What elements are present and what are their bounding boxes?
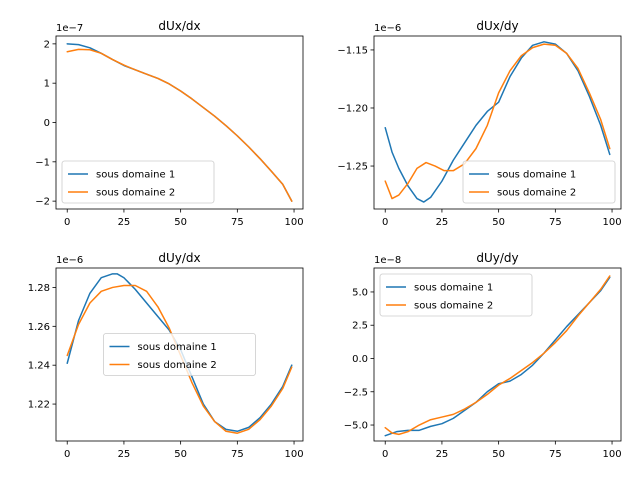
axes-frame xyxy=(373,35,622,210)
y-offset-label: 1e−7 xyxy=(56,23,83,34)
y-tick-label: −2.5 xyxy=(344,387,368,398)
x-tick-label: 0 xyxy=(382,217,388,228)
x-tick-label: 50 xyxy=(492,449,505,460)
x-tick-label: 100 xyxy=(284,217,303,228)
x-tick-label: 25 xyxy=(436,217,449,228)
x-tick-label: 25 xyxy=(118,217,131,228)
legend: sous domaine 1 sous domaine 2 xyxy=(379,273,533,317)
legend-entry: sous domaine 2 xyxy=(414,301,493,312)
y-tick-label: 2 xyxy=(44,39,50,50)
x-tick-label: 50 xyxy=(174,449,187,460)
x-tick-label: 75 xyxy=(231,217,244,228)
axes-frame xyxy=(373,267,622,442)
y-tick-label: 1.28 xyxy=(28,283,50,294)
legend-entry: sous domaine 2 xyxy=(497,188,576,199)
subplot-title: dUy/dy xyxy=(476,251,518,265)
y-tick-label: 1.22 xyxy=(28,400,50,411)
legend-entry: sous domaine 2 xyxy=(96,188,175,199)
subplot-4: 0 25 50 75 100 −5.0 −2.5 0.0 2.5 5.0 dUy/dy 1e−8 sou… xyxy=(344,251,622,460)
series-line-1 xyxy=(384,276,611,437)
y-tick-label: −1 xyxy=(35,157,50,168)
y-tick-label: −1.25 xyxy=(337,162,368,173)
x-tick-label: 50 xyxy=(492,217,505,228)
y-tick-label: −1.20 xyxy=(337,103,368,114)
x-tick-label: 100 xyxy=(602,217,621,228)
x-tick-label: 50 xyxy=(174,217,187,228)
legend-entry: sous domaine 1 xyxy=(497,170,576,181)
subplot-1: 0 25 50 75 100 −2 −1 0 1 2 dUx/dx 1e−7 sous domaine … xyxy=(35,19,303,228)
subplot-title: dUx/dy xyxy=(476,19,518,33)
legend-box xyxy=(103,333,256,376)
subplot-title: dUx/dx xyxy=(158,19,200,33)
y-tick-label: 5.0 xyxy=(352,287,368,298)
axes-frame xyxy=(55,267,304,442)
y-tick-label: 1.24 xyxy=(28,361,50,372)
subplot-title: dUy/dx xyxy=(158,251,200,265)
legend-entry: sous domaine 1 xyxy=(96,170,175,181)
y-tick-label: 0 xyxy=(44,118,50,129)
x-tick-label: 25 xyxy=(118,449,131,460)
x-tick-label: 100 xyxy=(284,449,303,460)
x-tick-label: 25 xyxy=(436,449,449,460)
x-tick-label: 0 xyxy=(64,449,70,460)
subplot-3: 0 25 50 75 100 1.22 1.24 1.26 1.28 dUy/dx 1e−6 sous… xyxy=(28,251,304,460)
y-tick-label: 0.0 xyxy=(352,354,368,365)
x-tick-label: 75 xyxy=(549,217,562,228)
x-tick-label: 100 xyxy=(602,449,621,460)
y-tick-label: −1.15 xyxy=(337,45,368,56)
y-tick-label: −2 xyxy=(35,197,50,208)
legend-entry: sous domaine 1 xyxy=(414,283,493,294)
legend-box xyxy=(379,273,533,317)
series-line-2 xyxy=(384,275,611,436)
subplot-2: 0 25 50 75 100 −1.25 −1.20 −1.15 dUx/dy 1e−6 sous … xyxy=(337,19,621,228)
x-tick-label: 75 xyxy=(231,449,244,460)
y-tick-label: 2.5 xyxy=(352,321,368,332)
y-offset-label: 1e−6 xyxy=(374,23,401,34)
y-offset-label: 1e−6 xyxy=(56,255,83,266)
series-line-2 xyxy=(66,48,293,202)
legend-box xyxy=(462,160,616,204)
legend: sous domaine 1 sous domaine 2 xyxy=(61,160,215,204)
y-tick-label: 1.26 xyxy=(28,322,50,333)
series-line-2 xyxy=(384,43,611,200)
legend: sous domaine 1 sous domaine 2 xyxy=(103,333,256,376)
y-offset-label: 1e−8 xyxy=(374,255,401,266)
x-tick-label: 0 xyxy=(382,449,388,460)
x-tick-label: 75 xyxy=(549,449,562,460)
legend-box xyxy=(61,160,215,204)
y-tick-label: 1 xyxy=(44,79,50,90)
y-tick-label: −5.0 xyxy=(344,421,368,432)
x-tick-label: 0 xyxy=(64,217,70,228)
legend-entry: sous domaine 1 xyxy=(138,342,217,353)
legend-entry: sous domaine 2 xyxy=(138,360,217,371)
legend: sous domaine 1 sous domaine 2 xyxy=(462,160,616,204)
